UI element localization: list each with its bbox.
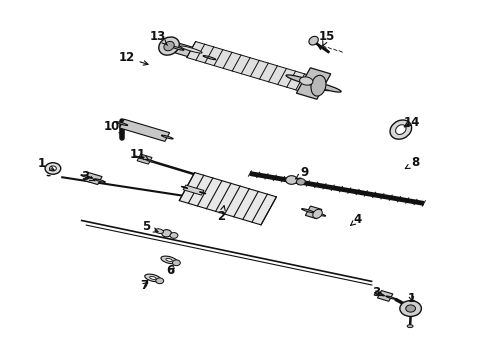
Text: 6: 6: [167, 264, 174, 277]
Circle shape: [170, 233, 178, 238]
Ellipse shape: [180, 46, 202, 53]
Polygon shape: [296, 68, 331, 99]
Ellipse shape: [181, 186, 188, 188]
Ellipse shape: [313, 209, 322, 219]
Circle shape: [45, 163, 61, 174]
Circle shape: [400, 301, 421, 316]
Text: 13: 13: [149, 30, 168, 45]
Text: 14: 14: [403, 116, 420, 129]
Ellipse shape: [395, 125, 406, 135]
Polygon shape: [137, 154, 152, 164]
Ellipse shape: [161, 135, 173, 139]
Polygon shape: [183, 185, 204, 195]
Text: 11: 11: [130, 148, 149, 161]
Circle shape: [296, 179, 305, 185]
Polygon shape: [377, 291, 393, 301]
Text: 1: 1: [408, 292, 416, 305]
Polygon shape: [179, 172, 276, 225]
Ellipse shape: [146, 159, 155, 162]
Circle shape: [286, 176, 297, 184]
Polygon shape: [120, 119, 170, 141]
Polygon shape: [175, 44, 212, 62]
Ellipse shape: [307, 84, 329, 91]
Ellipse shape: [166, 258, 172, 261]
Text: 10: 10: [103, 120, 124, 133]
Ellipse shape: [149, 276, 156, 279]
Ellipse shape: [134, 156, 144, 159]
Text: 8: 8: [405, 156, 419, 169]
Ellipse shape: [299, 77, 313, 85]
Ellipse shape: [203, 55, 216, 60]
Ellipse shape: [390, 120, 412, 139]
Polygon shape: [84, 172, 102, 185]
Ellipse shape: [199, 192, 206, 194]
Text: 9: 9: [295, 166, 309, 179]
Ellipse shape: [161, 256, 177, 264]
Ellipse shape: [81, 175, 92, 178]
Ellipse shape: [116, 122, 128, 126]
Circle shape: [172, 260, 180, 266]
Text: 5: 5: [142, 220, 158, 233]
Text: 3: 3: [82, 170, 95, 183]
Circle shape: [162, 230, 172, 237]
Ellipse shape: [374, 293, 385, 296]
Circle shape: [156, 278, 164, 284]
Ellipse shape: [164, 41, 174, 51]
Ellipse shape: [172, 46, 184, 50]
Text: 1: 1: [38, 157, 54, 170]
Text: 15: 15: [319, 30, 336, 46]
Text: 7: 7: [141, 279, 148, 292]
Polygon shape: [305, 206, 322, 219]
Polygon shape: [187, 41, 323, 95]
Ellipse shape: [286, 75, 320, 86]
Ellipse shape: [159, 37, 179, 55]
Ellipse shape: [309, 36, 318, 45]
Circle shape: [49, 166, 56, 171]
Ellipse shape: [301, 209, 314, 213]
Text: 4: 4: [350, 213, 362, 226]
Ellipse shape: [95, 179, 105, 183]
Ellipse shape: [145, 274, 161, 282]
Ellipse shape: [155, 229, 164, 234]
Ellipse shape: [386, 296, 396, 299]
Ellipse shape: [407, 325, 413, 328]
Text: 12: 12: [118, 51, 148, 65]
Ellipse shape: [311, 75, 326, 96]
Text: 2: 2: [218, 206, 225, 222]
Ellipse shape: [307, 81, 341, 92]
Ellipse shape: [313, 212, 326, 216]
Text: 3: 3: [372, 286, 383, 299]
Circle shape: [406, 305, 416, 312]
